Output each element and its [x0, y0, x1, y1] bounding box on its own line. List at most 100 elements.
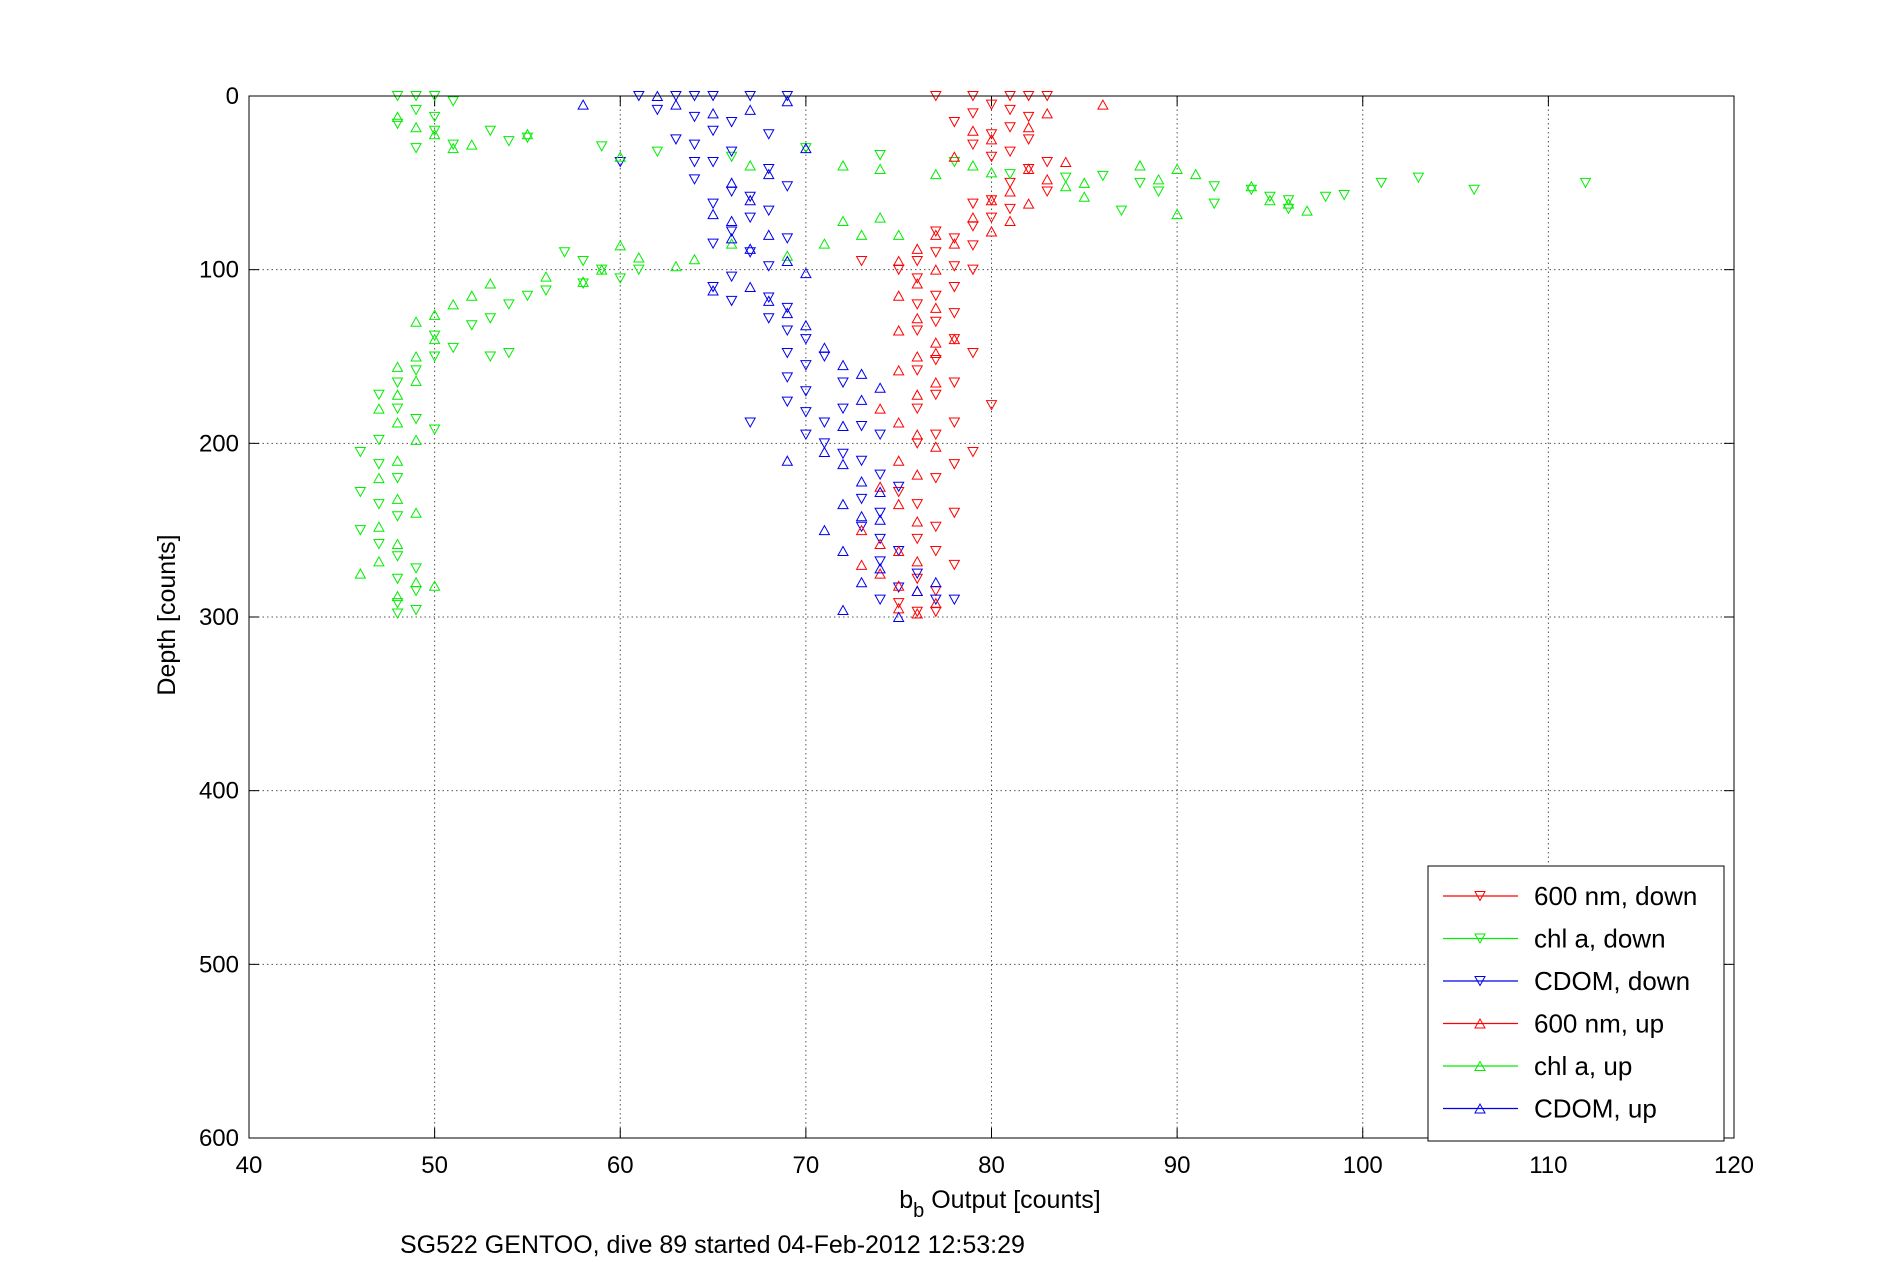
y-tick-label: 100: [199, 257, 239, 284]
point-600-nm-down: [929, 521, 942, 533]
point-chl-a-up: [373, 472, 385, 484]
point-chl-a-up: [391, 389, 404, 400]
point-600-nm-down: [929, 389, 942, 401]
point-600-nm-down: [911, 255, 924, 267]
point-cdom-up: [837, 359, 849, 371]
point-chl-a-down: [391, 473, 404, 484]
point-chl-a-up: [985, 166, 998, 178]
point-600-nm-down: [967, 198, 979, 210]
point-chl-a-up: [428, 128, 441, 140]
point-600-nm-down: [985, 212, 998, 224]
point-chl-a-up: [614, 151, 627, 162]
point-chl-a-down: [1134, 177, 1146, 189]
point-chl-a-up: [781, 250, 794, 261]
point-600-nm-up: [911, 429, 924, 440]
point-cdom-up: [744, 194, 757, 206]
point-chl-a-down: [1468, 184, 1480, 196]
point-chl-a-down: [484, 351, 497, 363]
point-chl-a-down: [373, 434, 385, 446]
point-chl-a-up: [855, 229, 868, 240]
point-cdom-down: [855, 455, 868, 467]
point-cdom-up: [855, 368, 868, 379]
point-cdom-down: [855, 420, 868, 432]
x-axis-label-subscript: b: [913, 1200, 924, 1222]
point-600-nm-up: [892, 255, 905, 266]
point-chl-a-down: [484, 313, 497, 324]
point-chl-a-down: [874, 150, 886, 161]
point-chl-a-up: [373, 555, 385, 567]
y-tick-label: 500: [199, 951, 239, 978]
point-chl-a-up: [410, 121, 422, 133]
point-600-nm-up: [911, 389, 924, 400]
point-chl-a-down: [391, 551, 404, 562]
point-chl-a-down: [391, 598, 404, 609]
data-points: [354, 90, 1592, 622]
point-600-nm-down: [1041, 186, 1054, 198]
point-chl-a-down: [1152, 186, 1165, 198]
point-600-nm-up: [874, 481, 886, 492]
point-600-nm-up: [892, 498, 905, 510]
point-cdom-down: [725, 226, 738, 237]
point-chl-a-down: [410, 365, 422, 376]
point-chl-a-down: [447, 139, 460, 151]
point-chl-a-down: [521, 290, 534, 302]
point-600-nm-up: [911, 243, 924, 254]
point-600-nm-up: [911, 278, 924, 289]
point-cdom-down: [725, 117, 738, 128]
point-chl-a-up: [447, 298, 460, 310]
point-600-nm-down: [967, 240, 979, 251]
point-chl-a-up: [1134, 159, 1146, 171]
point-cdom-down: [744, 417, 757, 429]
point-chl-a-up: [1189, 168, 1202, 180]
legend-label-cdom-down: CDOM, down: [1534, 966, 1690, 996]
point-cdom-down: [744, 247, 757, 258]
point-chl-a-up: [354, 568, 367, 579]
point-chl-a-up: [391, 111, 404, 122]
point-cdom-down: [837, 403, 849, 415]
point-chl-a-down: [1245, 184, 1258, 196]
point-600-nm-up: [855, 524, 868, 536]
point-600-nm-down: [1022, 111, 1035, 123]
point-chl-a-up: [484, 278, 497, 289]
x-tick-label: 100: [1343, 1152, 1383, 1179]
point-cdom-down: [892, 582, 905, 594]
point-cdom-up: [855, 476, 868, 487]
point-chl-a-up: [428, 333, 441, 345]
point-chl-a-down: [1208, 181, 1221, 192]
point-chl-a-down: [428, 125, 441, 137]
point-chl-a-down: [1004, 169, 1016, 180]
point-600-nm-down: [948, 117, 961, 128]
point-cdom-down: [725, 271, 738, 283]
point-cdom-down: [762, 292, 775, 303]
point-cdom-up: [874, 562, 886, 574]
point-chl-a-down: [410, 414, 422, 425]
point-chl-a-up: [428, 580, 441, 591]
point-cdom-up: [800, 267, 812, 279]
point-cdom-down: [762, 163, 775, 175]
point-chl-a-up: [391, 493, 404, 504]
x-tick-label: 60: [607, 1152, 634, 1179]
point-600-nm-down: [985, 400, 998, 411]
point-cdom-up: [800, 142, 812, 154]
point-600-nm-up: [1004, 185, 1016, 197]
point-cdom-up: [929, 576, 942, 588]
point-chl-a-down: [410, 143, 422, 154]
point-600-nm-down: [911, 573, 924, 585]
point-600-nm-up: [948, 333, 961, 345]
point-600-nm-down: [1004, 104, 1016, 116]
point-cdom-up: [577, 99, 589, 110]
point-cdom-up: [855, 394, 868, 405]
point-cdom-up: [874, 486, 886, 497]
point-chl-a-up: [632, 251, 645, 263]
point-chl-a-up: [1282, 198, 1295, 209]
point-cdom-up: [707, 208, 719, 220]
point-chl-a-up: [373, 521, 385, 532]
point-600-nm-up: [1022, 198, 1035, 209]
legend-label-600-nm-up: 600 nm, up: [1534, 1009, 1664, 1039]
legend-label-cdom-up: CDOM, up: [1534, 1094, 1657, 1124]
point-chl-a-down: [428, 424, 441, 435]
point-cdom-up: [911, 585, 924, 596]
point-600-nm-up: [1041, 107, 1054, 119]
point-600-nm-down: [948, 417, 961, 429]
point-cdom-up: [670, 99, 682, 110]
